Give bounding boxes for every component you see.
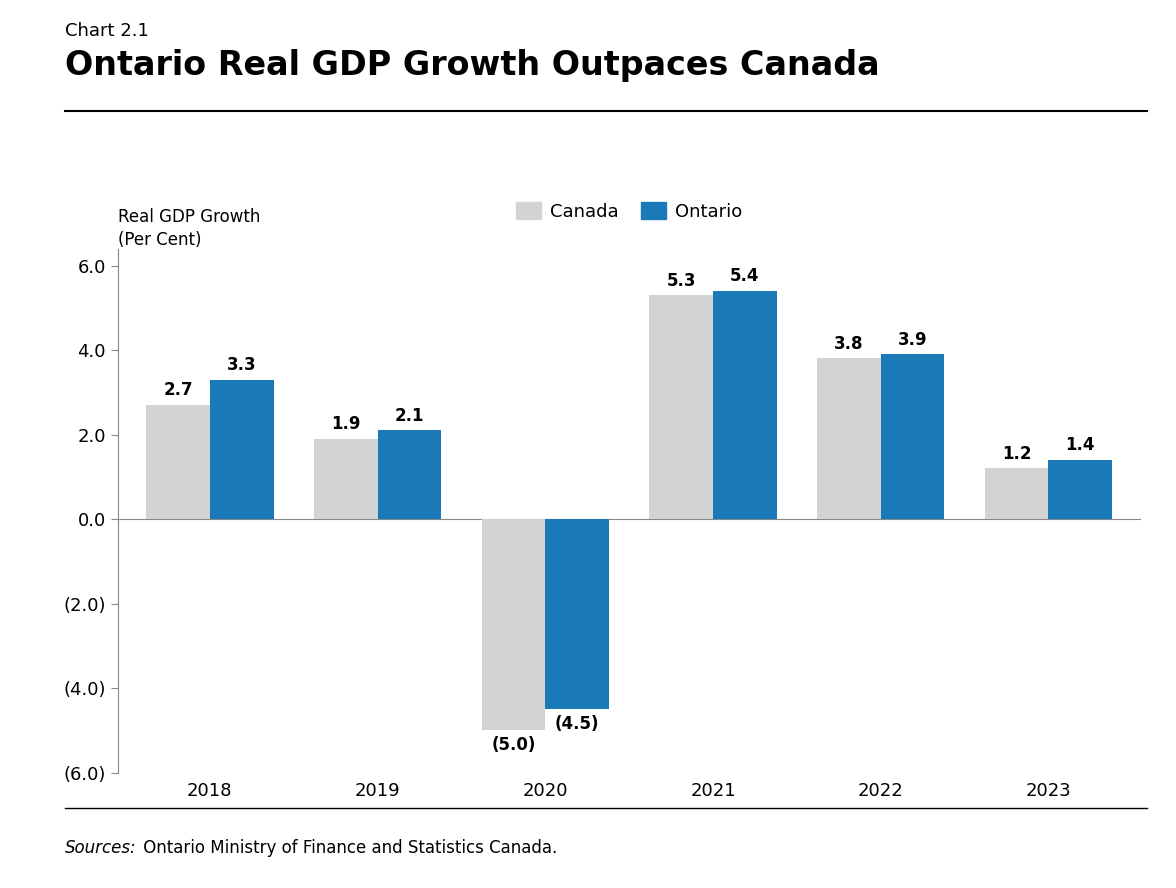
Bar	[984, 468, 1049, 519]
Bar	[649, 295, 713, 519]
Bar	[209, 380, 274, 519]
Text: Ontario Ministry of Finance and Statistics Canada.: Ontario Ministry of Finance and Statisti…	[138, 839, 557, 857]
Bar	[481, 519, 546, 730]
Bar	[546, 519, 609, 710]
Text: Ontario Real GDP Growth Outpaces Canada: Ontario Real GDP Growth Outpaces Canada	[65, 49, 880, 82]
Text: 1.2: 1.2	[1002, 445, 1031, 463]
Text: 3.8: 3.8	[834, 335, 863, 353]
Bar	[377, 431, 441, 519]
Legend: Canada, Ontario: Canada, Ontario	[509, 194, 749, 228]
Text: 3.9: 3.9	[897, 330, 928, 349]
Text: 1.9: 1.9	[330, 416, 361, 433]
Text: 2.1: 2.1	[395, 407, 425, 424]
Text: 3.3: 3.3	[227, 356, 256, 374]
Text: Chart 2.1: Chart 2.1	[65, 22, 148, 40]
Text: Real GDP Growth: Real GDP Growth	[118, 209, 260, 226]
Bar	[314, 439, 377, 519]
Bar	[817, 359, 881, 519]
Text: Sources:: Sources:	[65, 839, 136, 857]
Bar	[146, 405, 209, 519]
Text: 1.4: 1.4	[1065, 436, 1095, 455]
Text: (Per Cent): (Per Cent)	[118, 231, 201, 249]
Text: 2.7: 2.7	[163, 382, 193, 400]
Bar	[1049, 460, 1112, 519]
Text: (4.5): (4.5)	[555, 715, 600, 733]
Text: 5.4: 5.4	[730, 267, 760, 285]
Text: (5.0): (5.0)	[492, 736, 535, 754]
Bar	[713, 291, 777, 519]
Bar	[881, 354, 944, 519]
Text: 5.3: 5.3	[667, 272, 696, 289]
